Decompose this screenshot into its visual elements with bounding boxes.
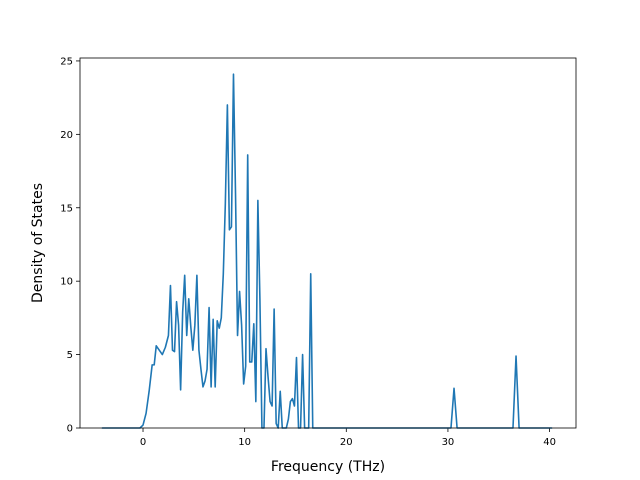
x-axis-label: Frequency (THz) <box>271 459 385 475</box>
plot-frame <box>79 57 577 429</box>
y-axis-ticks: 0 5 10 15 20 25 <box>60 56 80 435</box>
y-axis-label: Density of States <box>30 183 46 303</box>
x-tick-label: 20 <box>340 437 353 448</box>
y-tick-label: 20 <box>60 130 73 141</box>
y-tick-label: 5 <box>67 350 73 361</box>
y-tick-label: 10 <box>60 277 73 288</box>
x-tick-label: 40 <box>543 437 556 448</box>
plot-area <box>80 58 576 428</box>
y-tick-label: 0 <box>67 424 73 435</box>
y-tick-label: 25 <box>60 56 73 67</box>
x-tick-label: 0 <box>140 437 146 448</box>
y-tick-label: 15 <box>60 203 73 214</box>
x-tick-label: 30 <box>442 437 455 448</box>
x-tick-label: 10 <box>238 437 251 448</box>
